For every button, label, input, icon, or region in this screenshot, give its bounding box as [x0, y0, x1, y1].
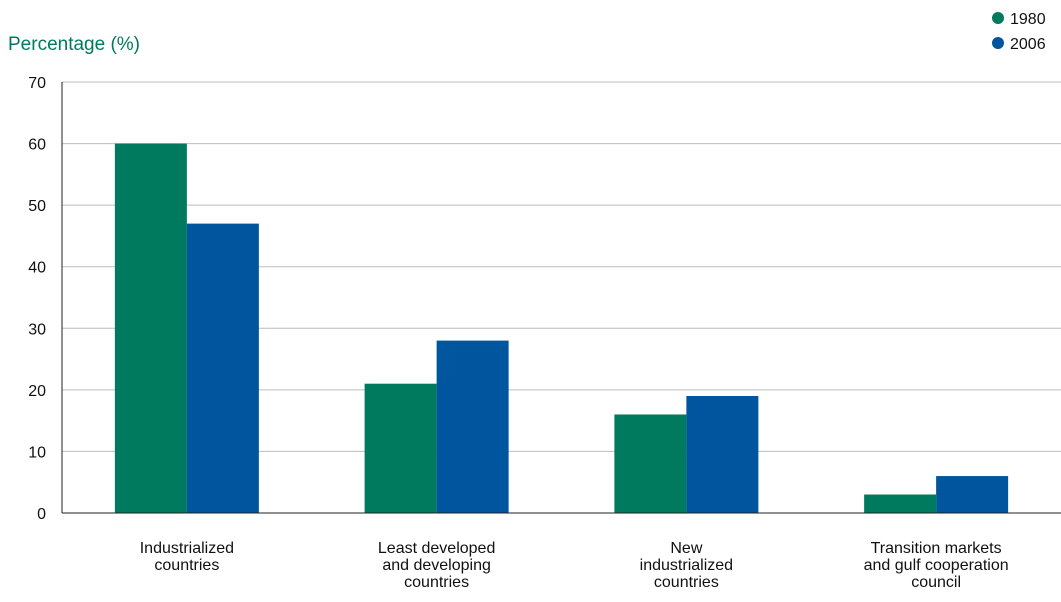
y-tick-labels: 0 10 20 30 40 50 60 70: [28, 75, 46, 523]
x-category-labels: Industrialized countries Least developed an…: [140, 540, 1009, 591]
x-category-label: New industrialized countries: [640, 540, 733, 591]
axes: [61, 82, 1061, 514]
x-category-label: Industrialized countries: [140, 540, 234, 574]
y-tick-label: 20: [28, 383, 46, 400]
x-category-label: Transition markets and gulf cooperation co…: [864, 540, 1009, 591]
y-axis-label: Percentage (%): [8, 34, 140, 55]
bars: [114, 143, 1009, 514]
y-tick-label: 0: [37, 506, 46, 523]
y-tick-label: 10: [28, 444, 46, 461]
y-tick-label: 60: [28, 137, 46, 154]
bar-2006-2: [436, 340, 509, 513]
legend-marker-2006: [992, 37, 1004, 49]
y-tick-label: 70: [28, 75, 46, 92]
legend-marker-1980: [992, 12, 1004, 24]
bar-2006-1: [186, 223, 259, 513]
bar-2006-4: [936, 476, 1009, 513]
legend-label-2006: 2006: [1010, 36, 1046, 53]
y-tick-label: 40: [28, 260, 46, 277]
bar-2006-3: [686, 396, 759, 513]
bar-1980-4: [864, 494, 937, 513]
bar-1980-2: [364, 383, 437, 513]
x-category-label: Least developed and developing countries: [378, 540, 495, 591]
bar-1980-1: [114, 143, 187, 514]
y-tick-label: 50: [28, 198, 46, 215]
bar-1980-3: [614, 414, 687, 513]
legend: 1980 2006: [992, 11, 1046, 53]
y-tick-label: 30: [28, 321, 46, 338]
legend-label-1980: 1980: [1010, 11, 1046, 28]
